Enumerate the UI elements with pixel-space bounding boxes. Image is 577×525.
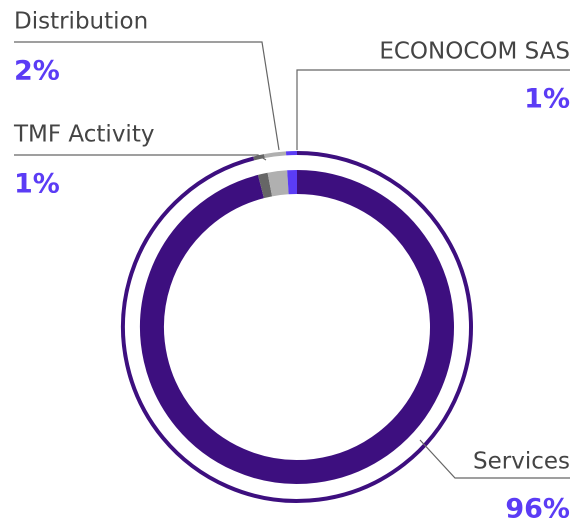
value-label: 96% bbox=[505, 494, 570, 525]
outer-ring-segment bbox=[264, 151, 287, 159]
leader-line bbox=[419, 439, 570, 479]
donut-segment bbox=[140, 170, 454, 484]
leader-line bbox=[14, 41, 280, 151]
category-label: Distribution bbox=[14, 9, 148, 35]
leader-line bbox=[296, 69, 570, 150]
outer-ring-segment bbox=[253, 154, 265, 161]
donut-segment bbox=[267, 170, 289, 197]
category-label: TMF Activity bbox=[13, 122, 154, 148]
leader-line bbox=[14, 154, 267, 161]
category-label: Services bbox=[473, 449, 570, 475]
donut-segment bbox=[257, 172, 273, 199]
value-label: 1% bbox=[14, 169, 60, 200]
outer-ring-segment bbox=[121, 151, 474, 503]
category-label: ECONOCOM SAS bbox=[379, 39, 570, 65]
value-label: 1% bbox=[524, 84, 570, 115]
value-label: 2% bbox=[14, 56, 60, 87]
